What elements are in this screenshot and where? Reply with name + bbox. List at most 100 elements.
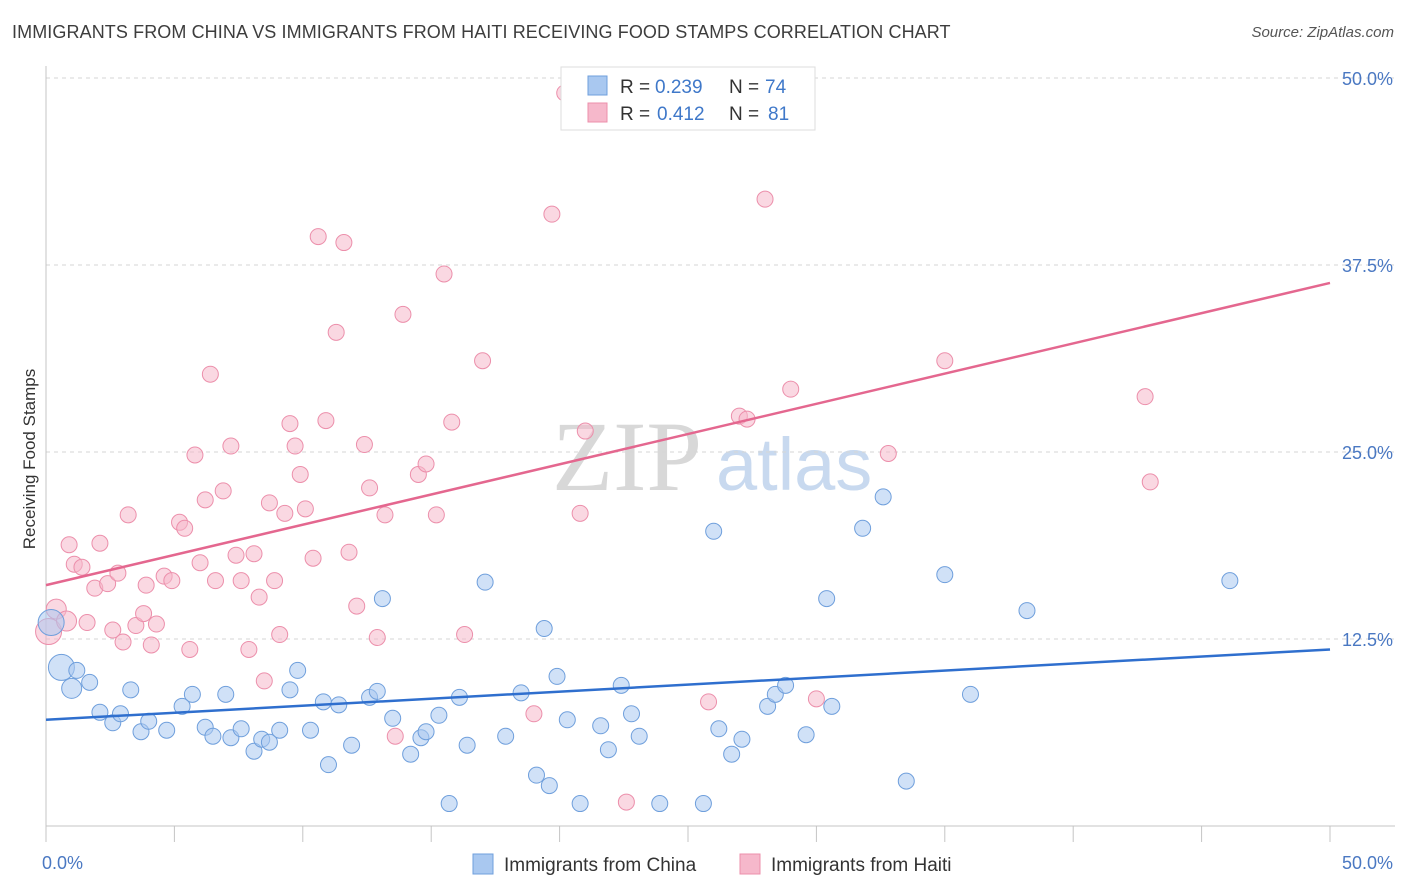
haiti-point-60 xyxy=(427,506,445,524)
y-tick-label-3: 50.0% xyxy=(1342,69,1393,89)
legend-china-n-value: 74 xyxy=(765,77,787,98)
haiti-point-80 xyxy=(1141,473,1159,491)
legend-china-r-value: 0.239 xyxy=(655,77,703,98)
haiti-point-75 xyxy=(782,380,800,398)
series-legend: Immigrants from China Immigrants from Ha… xyxy=(472,853,952,876)
axes xyxy=(45,66,1395,842)
haiti-point-65 xyxy=(525,705,543,723)
haiti-point-17 xyxy=(142,636,160,654)
china-point-56 xyxy=(694,795,712,813)
haiti-point-3 xyxy=(60,536,78,554)
haiti-point-13 xyxy=(119,506,137,524)
source-label: Source: ZipAtlas.com xyxy=(1251,24,1394,41)
haiti-point-34 xyxy=(245,545,263,563)
china-points xyxy=(37,488,1239,813)
china-point-67 xyxy=(854,519,872,537)
haiti-point-40 xyxy=(276,504,294,522)
china-point-64 xyxy=(797,726,815,744)
china-point-24 xyxy=(289,661,307,679)
bottom-legend-china-label[interactable]: Immigrants from China xyxy=(504,855,697,876)
china-point-53 xyxy=(623,705,641,723)
haiti-point-53 xyxy=(361,479,379,497)
haiti-point-74 xyxy=(756,190,774,208)
legend-china-swatch xyxy=(587,75,608,96)
china-point-60 xyxy=(733,730,751,748)
haiti-point-39 xyxy=(271,626,289,644)
china-point-73 xyxy=(1221,572,1239,590)
china-point-52 xyxy=(612,676,630,694)
haiti-point-47 xyxy=(317,412,335,430)
china-point-16 xyxy=(217,685,235,703)
haiti-point-68 xyxy=(571,504,589,522)
haiti-points xyxy=(35,84,1159,811)
china-point-46 xyxy=(540,777,558,795)
haiti-trend-line xyxy=(45,281,1331,587)
haiti-point-54 xyxy=(368,629,386,647)
haiti-point-63 xyxy=(456,626,474,644)
haiti-point-42 xyxy=(286,437,304,455)
bottom-legend-haiti-label[interactable]: Immigrants from Haiti xyxy=(771,855,952,876)
haiti-point-59 xyxy=(417,455,435,473)
haiti-point-48 xyxy=(327,323,345,341)
x-tick-label-0: 0.0% xyxy=(42,853,83,873)
haiti-point-49 xyxy=(335,234,353,252)
haiti-point-41 xyxy=(281,415,299,433)
x-tick-label-1: 50.0% xyxy=(1342,853,1393,873)
china-point-7 xyxy=(111,705,129,723)
china-point-12 xyxy=(173,697,191,715)
haiti-point-27 xyxy=(201,365,219,383)
china-point-34 xyxy=(402,745,420,763)
haiti-point-23 xyxy=(181,640,199,658)
haiti-point-64 xyxy=(474,352,492,370)
haiti-point-76 xyxy=(807,690,825,708)
haiti-point-35 xyxy=(250,588,268,606)
y-tick-label-0: 12.5% xyxy=(1342,630,1393,650)
haiti-point-44 xyxy=(296,500,314,518)
china-point-37 xyxy=(430,706,448,724)
legend-haiti-swatch xyxy=(587,102,608,123)
china-point-63 xyxy=(777,676,795,694)
haiti-point-28 xyxy=(206,572,224,590)
haiti-point-32 xyxy=(232,572,250,590)
haiti-point-25 xyxy=(191,554,209,572)
watermark-atlas: atlas xyxy=(716,423,872,506)
trend-lines xyxy=(45,281,1331,722)
china-point-19 xyxy=(245,742,263,760)
china-point-49 xyxy=(571,795,589,813)
china-point-44 xyxy=(527,766,545,784)
china-point-68 xyxy=(874,488,892,506)
y-axis-title: Receiving Food Stamps xyxy=(20,369,39,549)
bottom-legend-haiti-swatch[interactable] xyxy=(739,853,761,875)
china-point-58 xyxy=(710,720,728,738)
bottom-legend-china-swatch[interactable] xyxy=(472,853,494,875)
haiti-point-43 xyxy=(291,465,309,483)
china-point-41 xyxy=(476,573,494,591)
haiti-point-69 xyxy=(576,422,594,440)
china-point-59 xyxy=(723,745,741,763)
y-tick-label-1: 25.0% xyxy=(1342,443,1393,463)
legend-china-n-label: N = xyxy=(729,77,759,98)
haiti-point-18 xyxy=(147,615,165,633)
haiti-point-6 xyxy=(78,614,96,632)
haiti-point-50 xyxy=(340,543,358,561)
haiti-point-71 xyxy=(700,693,718,711)
haiti-point-5 xyxy=(73,558,91,576)
y-tick-label-2: 37.5% xyxy=(1342,256,1393,276)
china-point-8 xyxy=(122,681,140,699)
legend-haiti-r-value: 0.412 xyxy=(657,104,705,125)
china-point-61 xyxy=(759,697,777,715)
y-tick-labels: 12.5% 25.0% 37.5% 50.0% xyxy=(1342,69,1393,650)
china-point-51 xyxy=(599,741,617,759)
china-point-70 xyxy=(936,566,954,584)
china-point-45 xyxy=(535,620,553,638)
haiti-point-37 xyxy=(260,494,278,512)
haiti-point-52 xyxy=(355,436,373,454)
chart-title: IMMIGRANTS FROM CHINA VS IMMIGRANTS FROM… xyxy=(12,22,951,42)
china-point-55 xyxy=(651,795,669,813)
china-point-40 xyxy=(458,736,476,754)
china-point-31 xyxy=(368,682,386,700)
haiti-point-16 xyxy=(137,576,155,594)
haiti-point-62 xyxy=(443,413,461,431)
haiti-point-20 xyxy=(163,572,181,590)
haiti-point-56 xyxy=(386,727,404,745)
